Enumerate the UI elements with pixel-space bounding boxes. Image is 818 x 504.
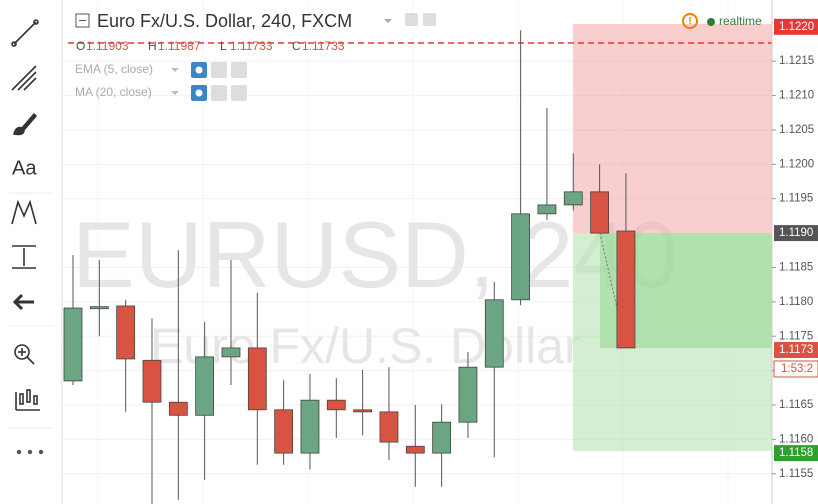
status-dot <box>707 18 715 26</box>
ohlc-key: C <box>292 39 301 53</box>
trend-line-tool[interactable] <box>11 19 39 47</box>
y-tick-label: 1.1215 <box>779 55 814 67</box>
candles <box>63 30 636 504</box>
y-tick-label: 1.1165 <box>779 399 813 411</box>
y-tick-label: 1.1185 <box>779 262 813 274</box>
collapse-button[interactable] <box>75 13 90 28</box>
back-tool[interactable] <box>12 293 34 311</box>
measure-tool[interactable] <box>12 245 36 269</box>
fib-tool[interactable] <box>11 65 37 91</box>
candle-body[interactable] <box>63 307 83 382</box>
watermark-name: Euro Fx/U.S. Dollar <box>150 318 581 374</box>
indicator-name: MA (20, close) <box>75 85 152 99</box>
candle-body[interactable] <box>616 230 636 349</box>
zoom-tool[interactable] <box>14 344 35 365</box>
candle-body[interactable] <box>195 356 215 416</box>
ohlc-value: 1.11987 <box>158 39 201 53</box>
candle-body[interactable] <box>590 191 609 234</box>
price-label-box <box>774 445 818 462</box>
price-label: 1.1190 <box>779 227 813 239</box>
y-tick-label: 1.1210 <box>779 90 814 102</box>
indicator-tool[interactable] <box>15 389 40 411</box>
y-tick-label: 1.1175 <box>779 330 813 342</box>
indicator-remove[interactable] <box>231 62 247 78</box>
indicator-menu[interactable] <box>171 91 179 95</box>
pattern-tool[interactable] <box>11 199 37 225</box>
indicator-menu[interactable] <box>171 68 179 72</box>
candle-body[interactable] <box>537 204 557 215</box>
ohlc-key: L <box>220 39 227 53</box>
y-tick-label: 1.1160 <box>779 433 813 445</box>
text-tool[interactable]: Aa <box>12 157 37 179</box>
candle-body[interactable] <box>326 399 346 411</box>
candle-body[interactable] <box>274 409 294 454</box>
visibility-button[interactable] <box>405 13 418 26</box>
price-label: 1.1158 <box>779 447 813 459</box>
indicator-remove[interactable] <box>231 85 247 101</box>
y-tick-label: 1.1195 <box>779 193 813 205</box>
candle-body[interactable] <box>168 401 188 416</box>
price-label: 1.1220 <box>779 21 814 33</box>
more-tool[interactable] <box>16 449 44 455</box>
price-label-box <box>774 225 818 242</box>
ohlc-key: O <box>76 39 85 53</box>
indicator-eye <box>195 89 203 97</box>
dropdown[interactable] <box>384 19 392 23</box>
candle-body[interactable] <box>247 347 267 411</box>
indicator-settings[interactable] <box>211 85 227 101</box>
candle-body[interactable] <box>563 191 583 206</box>
y-tick-label: 1.1155 <box>779 468 813 480</box>
ohlc-key: H <box>148 39 157 53</box>
candle-body[interactable] <box>353 409 373 413</box>
settings-button[interactable] <box>423 13 436 26</box>
warning-icon[interactable] <box>682 13 698 29</box>
candle-body[interactable] <box>142 359 162 403</box>
indicator-name: EMA (5, close) <box>75 62 153 76</box>
candle-body[interactable] <box>379 411 399 443</box>
price-label: 1.1173 <box>779 344 813 356</box>
price-axis <box>772 0 818 504</box>
warning-mark: ! <box>688 16 691 27</box>
axis-labels: 1.11551.11601.11651.11701.11751.11801.11… <box>772 18 818 480</box>
candle-body[interactable] <box>89 306 109 310</box>
countdown-box <box>773 360 818 378</box>
brush-tool[interactable] <box>13 112 38 136</box>
indicators: EMA (5, close) MA (20, close) <box>75 62 247 101</box>
price-label-box <box>774 18 818 35</box>
candle-body[interactable] <box>511 213 531 301</box>
candle-body[interactable] <box>221 347 241 358</box>
candle-body[interactable] <box>300 399 320 454</box>
candle-body[interactable] <box>432 421 452 454</box>
ohlc-value: 1.11733 <box>230 39 273 53</box>
candle-body[interactable] <box>116 305 136 360</box>
ohlc-value: 1.11733 <box>302 39 345 53</box>
candle-body[interactable] <box>458 366 478 423</box>
candle-body[interactable] <box>405 445 425 454</box>
ohlc-value: 1.11903 <box>86 39 129 53</box>
ohlc: O 1.11903 H 1.11987 L 1.11733 C 1.11733 <box>76 39 345 53</box>
y-tick-label: 1.1200 <box>779 158 814 170</box>
candle-body[interactable] <box>484 299 504 368</box>
symbol-title: Euro Fx/U.S. Dollar, 240, FXCM <box>97 11 352 31</box>
status: realtime <box>719 14 762 28</box>
countdown: 1:53:2 <box>781 363 813 375</box>
y-tick-label: 1.1180 <box>779 296 813 308</box>
price-label-box <box>774 341 818 358</box>
indicator-eye <box>195 66 203 74</box>
y-tick-label: 1.1205 <box>779 124 814 136</box>
indicator-settings[interactable] <box>211 62 227 78</box>
